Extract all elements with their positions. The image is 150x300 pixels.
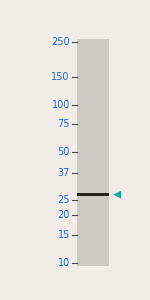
Bar bbox=[77, 193, 110, 196]
Text: 150: 150 bbox=[51, 72, 70, 82]
Text: 250: 250 bbox=[51, 37, 70, 47]
Text: 75: 75 bbox=[57, 119, 70, 130]
Text: 100: 100 bbox=[52, 100, 70, 110]
Bar bbox=[77, 40, 110, 266]
Text: 10: 10 bbox=[58, 258, 70, 268]
Text: 37: 37 bbox=[58, 168, 70, 178]
Text: 25: 25 bbox=[57, 195, 70, 205]
Text: 15: 15 bbox=[58, 230, 70, 240]
Text: 20: 20 bbox=[58, 210, 70, 220]
Text: 50: 50 bbox=[58, 147, 70, 157]
